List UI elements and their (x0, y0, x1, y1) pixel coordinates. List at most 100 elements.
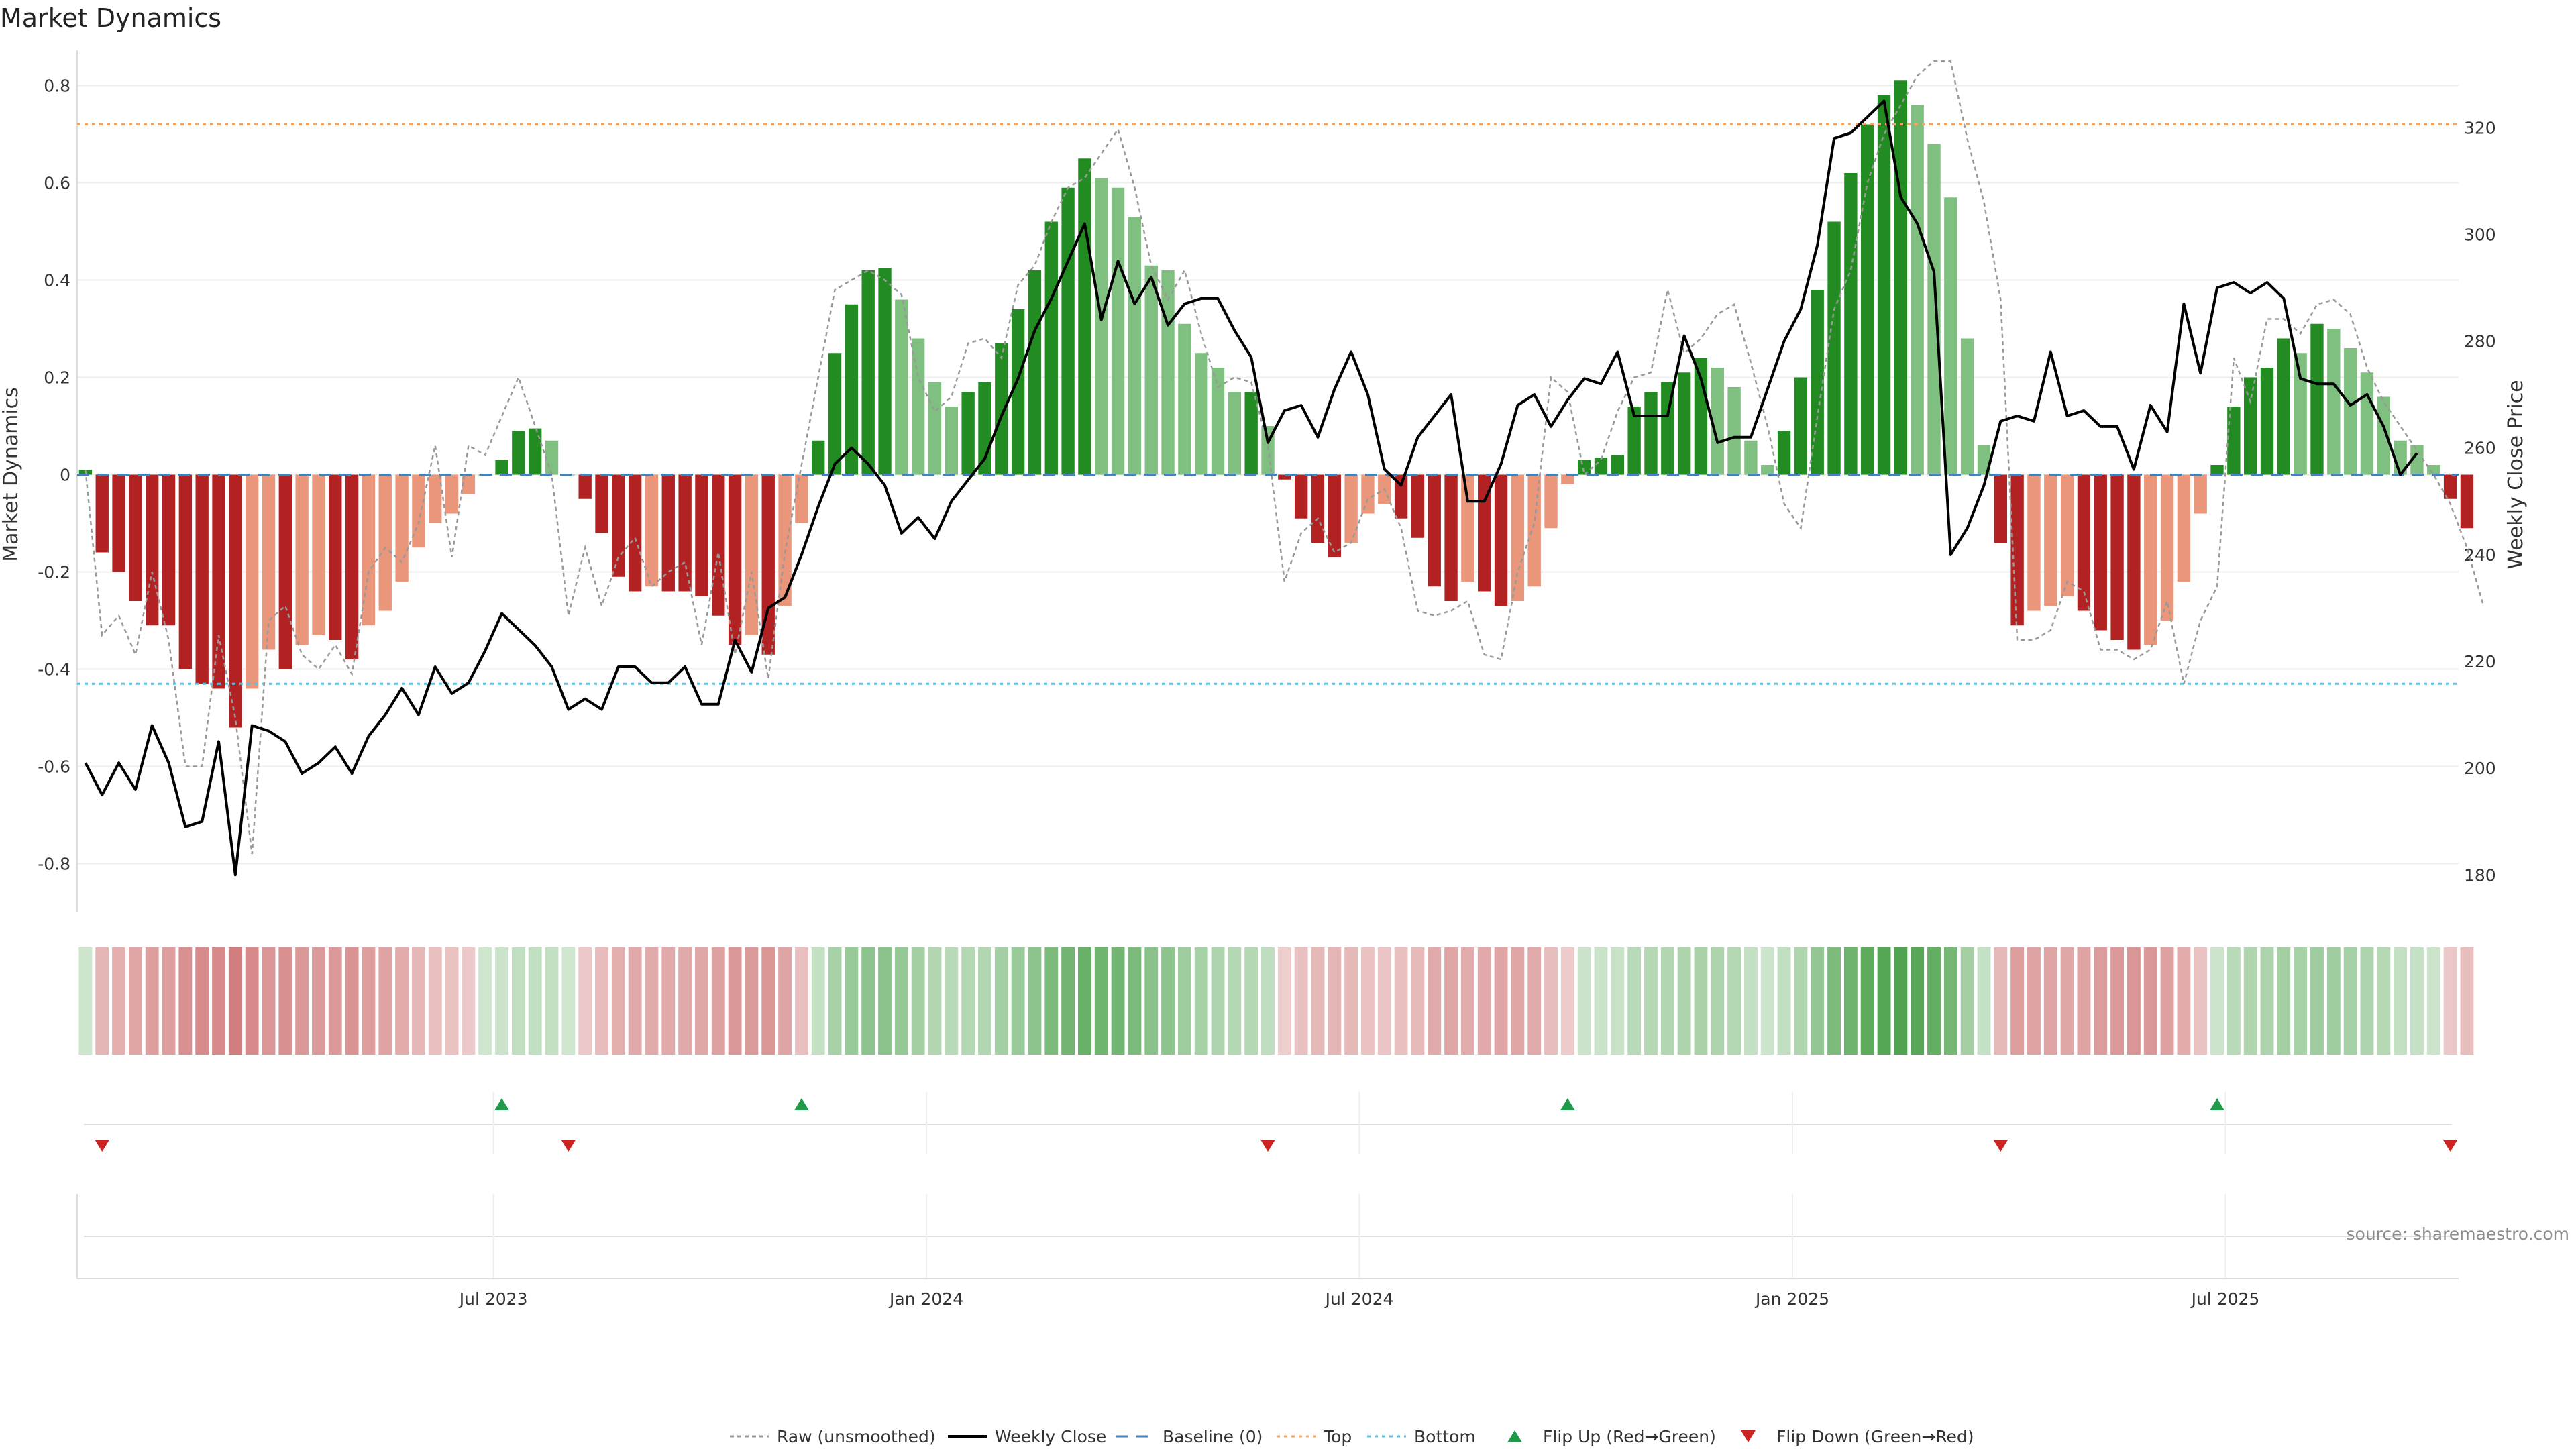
bar (1095, 178, 1108, 475)
bar (1361, 474, 1375, 514)
left-tick-label: 0.6 (44, 174, 70, 193)
right-tick-label: 200 (2464, 759, 2496, 778)
heat-cell (378, 947, 392, 1055)
heat-cell (878, 947, 892, 1055)
bar (1544, 474, 1558, 529)
bar (761, 474, 775, 655)
legend-label: Bottom (1414, 1427, 1476, 1446)
heat-cell (1377, 947, 1391, 1055)
heat-cell (362, 947, 376, 1055)
flip-down-marker (2443, 1140, 2458, 1152)
heat-cell (2243, 947, 2257, 1055)
bar (2244, 377, 2257, 475)
heat-cell (1328, 947, 1342, 1055)
heat-cell (395, 947, 409, 1055)
heat-cell (278, 947, 292, 1055)
bar (162, 474, 176, 626)
left-tick-label: -0.4 (38, 660, 70, 680)
bar (911, 338, 925, 475)
right-tick-label: 300 (2464, 225, 2496, 244)
legend-item-bottom: Bottom (1367, 1427, 1476, 1446)
heat-cell (1161, 947, 1175, 1055)
heat-cell (162, 947, 176, 1055)
right-tick-label: 320 (2464, 118, 2496, 138)
bar (262, 474, 276, 650)
heat-cell (1028, 947, 1042, 1055)
bar (1461, 474, 1474, 582)
heat-cell (1511, 947, 1525, 1055)
heat-cell (1277, 947, 1291, 1055)
legend-label: Raw (unsmoothed) (777, 1427, 936, 1446)
heat-cell (1760, 947, 1774, 1055)
heat-cell (1144, 947, 1159, 1055)
bar (628, 474, 642, 592)
right-tick-label: 240 (2464, 545, 2496, 565)
bar (645, 474, 659, 587)
bar (1311, 474, 1325, 543)
bar (1111, 187, 1125, 475)
flip-down-marker (95, 1140, 110, 1152)
heat-cell (495, 947, 508, 1055)
bar (545, 440, 559, 475)
bar (2094, 474, 2107, 631)
bar (2294, 353, 2307, 475)
bar (1144, 265, 1158, 475)
heat-cell (1311, 947, 1325, 1055)
bar (2343, 348, 2357, 475)
bar (412, 474, 425, 548)
heat-cell (178, 947, 193, 1055)
heat-cell (661, 947, 676, 1055)
bar (1944, 197, 1957, 475)
heat-cell (78, 947, 93, 1055)
bar (795, 474, 808, 523)
heat-cell (2226, 947, 2241, 1055)
bar (229, 474, 242, 728)
heat-cell (245, 947, 259, 1055)
heat-cell (1444, 947, 1458, 1055)
heat-cell (1527, 947, 1542, 1055)
heat-cell (2043, 947, 2057, 1055)
bar (1428, 474, 1441, 587)
heat-cell (1894, 947, 1908, 1055)
bar (895, 299, 908, 475)
bar (1294, 474, 1308, 519)
chart-title: Market Dynamics (0, 3, 221, 33)
heat-cell (1344, 947, 1358, 1055)
heat-cell (1560, 947, 1574, 1055)
heat-cell (1843, 947, 1858, 1055)
legend-label: Flip Up (Red→Green) (1543, 1427, 1716, 1446)
heat-cell (1611, 947, 1625, 1055)
heat-cell (561, 947, 576, 1055)
heat-cell (2410, 947, 2424, 1055)
heat-cell (528, 947, 542, 1055)
bar (445, 474, 459, 514)
bar (1527, 474, 1541, 587)
legend-item-raw: Raw (unsmoothed) (730, 1427, 936, 1446)
heat-cell (1477, 947, 1491, 1055)
heat-cell (1577, 947, 1591, 1055)
bar (661, 474, 675, 592)
bar (2460, 474, 2474, 529)
heat-cell (1177, 947, 1191, 1055)
bar (1677, 372, 1691, 475)
heat-cell (2194, 947, 2208, 1055)
heat-cell (1594, 947, 1608, 1055)
heat-cell (628, 947, 642, 1055)
heat-cell (2460, 947, 2474, 1055)
bar (861, 270, 875, 475)
heat-cell (112, 947, 125, 1055)
bar (1478, 474, 1491, 592)
source-credit: source: sharemaestro.com (2347, 1224, 2570, 1244)
heat-cell (1994, 947, 2008, 1055)
bar (1844, 173, 1858, 475)
bar (512, 431, 525, 475)
legend-swatch (1741, 1430, 1756, 1442)
bar (312, 474, 325, 635)
legend-label: Flip Down (Green→Red) (1776, 1427, 1974, 1446)
heat-cell (262, 947, 276, 1055)
bar (2327, 329, 2341, 475)
heat-cell (945, 947, 959, 1055)
heat-cell (1677, 947, 1691, 1055)
heat-cell (1228, 947, 1242, 1055)
bar (1195, 353, 1208, 475)
